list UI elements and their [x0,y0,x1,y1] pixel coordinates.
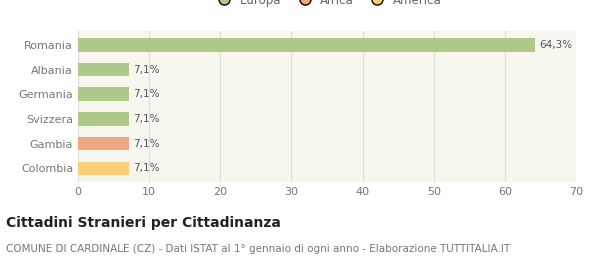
Text: 7,1%: 7,1% [133,89,159,99]
Bar [78,137,128,151]
Text: 64,3%: 64,3% [540,40,573,50]
Text: 7,1%: 7,1% [133,163,159,173]
Text: 7,1%: 7,1% [133,114,159,124]
Bar [78,63,128,76]
Bar [78,87,128,101]
Bar [78,112,128,126]
Text: 7,1%: 7,1% [133,139,159,149]
Text: Cittadini Stranieri per Cittadinanza: Cittadini Stranieri per Cittadinanza [6,216,281,230]
Text: COMUNE DI CARDINALE (CZ) - Dati ISTAT al 1° gennaio di ogni anno - Elaborazione : COMUNE DI CARDINALE (CZ) - Dati ISTAT al… [6,244,510,254]
Bar [78,161,128,175]
Text: 7,1%: 7,1% [133,64,159,75]
Legend: Europa, Africa, America: Europa, Africa, America [208,0,446,11]
Bar [78,38,535,52]
